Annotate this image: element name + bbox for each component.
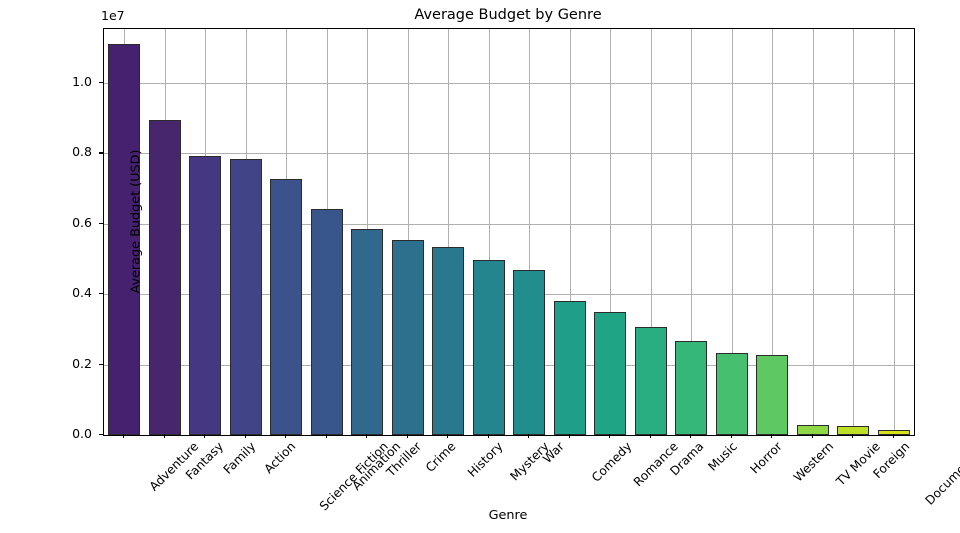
bar bbox=[756, 355, 789, 435]
bar bbox=[634, 326, 667, 435]
y-axis-tick-label: 0.4 bbox=[72, 285, 92, 301]
x-axis-tick-label: Action bbox=[261, 439, 299, 477]
x-axis-tick-mark bbox=[123, 434, 125, 438]
x-axis-tick-mark bbox=[811, 434, 813, 438]
y-axis-tick-label: 0.6 bbox=[72, 214, 92, 230]
x-axis-tick-label: History bbox=[465, 439, 506, 480]
gridline-vertical bbox=[853, 29, 855, 435]
y-axis-offset-label: 1e7 bbox=[101, 8, 125, 23]
gridline-vertical bbox=[731, 29, 733, 435]
gridline-vertical bbox=[650, 29, 652, 435]
bar bbox=[108, 43, 141, 435]
y-axis-tick-mark bbox=[99, 82, 103, 84]
x-axis-tick-mark bbox=[568, 434, 570, 438]
y-axis-tick-label: 1.0 bbox=[72, 74, 92, 90]
chart-title: Average Budget by Genre bbox=[414, 7, 602, 23]
x-axis-tick-label: Western bbox=[791, 439, 837, 485]
bar bbox=[675, 341, 708, 435]
bar bbox=[513, 269, 546, 435]
gridline-vertical bbox=[812, 29, 814, 435]
gridline-vertical bbox=[529, 29, 531, 435]
x-axis-tick-label: Comedy bbox=[588, 439, 635, 485]
bar bbox=[594, 311, 627, 435]
bar bbox=[310, 209, 343, 435]
x-axis-tick-mark bbox=[447, 434, 449, 438]
gridline-horizontal bbox=[104, 83, 914, 85]
x-axis-tick-mark bbox=[649, 434, 651, 438]
x-axis-tick-mark bbox=[892, 434, 894, 438]
y-axis-tick-label: 0.0 bbox=[72, 426, 92, 441]
y-axis-tick-label: 0.2 bbox=[72, 355, 92, 371]
bar bbox=[189, 156, 222, 435]
y-axis-tick-labels: 0.0 0.2 0.4 0.6 0.8 1.0 bbox=[46, 28, 92, 441]
gridline-horizontal bbox=[104, 153, 914, 155]
bar bbox=[391, 240, 424, 435]
x-axis-tick-label: Crime bbox=[422, 439, 459, 475]
x-axis-tick-label: Music bbox=[705, 439, 741, 474]
x-axis-tick-mark bbox=[690, 434, 692, 438]
y-axis-tick-mark bbox=[99, 222, 103, 225]
gridline-vertical bbox=[772, 29, 774, 435]
gridline-vertical bbox=[407, 29, 409, 435]
x-axis-tick-marks bbox=[103, 434, 913, 439]
x-axis-tick-label: Documentary bbox=[922, 439, 960, 508]
y-axis-title: Average Budget (USD) bbox=[128, 149, 144, 294]
gridline-vertical bbox=[893, 29, 895, 435]
bar bbox=[270, 179, 303, 435]
x-axis-tick-mark bbox=[204, 434, 206, 438]
bar bbox=[715, 353, 748, 435]
gridline-horizontal bbox=[104, 223, 914, 225]
gridline-vertical bbox=[488, 29, 490, 435]
x-axis-tick-mark bbox=[528, 434, 530, 438]
x-axis-tick-mark bbox=[487, 434, 489, 438]
gridline-vertical bbox=[569, 29, 571, 435]
x-axis-tick-mark bbox=[609, 434, 611, 438]
bar bbox=[351, 229, 384, 435]
x-axis-tick-mark bbox=[771, 434, 773, 438]
x-axis-tick-mark bbox=[244, 434, 246, 438]
y-axis-tick-label: 0.8 bbox=[72, 144, 92, 160]
x-axis-tick-mark bbox=[325, 434, 327, 438]
bar bbox=[229, 159, 262, 435]
bar bbox=[553, 301, 586, 435]
x-axis-tick-mark bbox=[285, 434, 287, 438]
x-axis-title: Genre bbox=[488, 508, 528, 523]
gridline-horizontal bbox=[104, 294, 914, 296]
x-axis-tick-mark bbox=[406, 434, 408, 438]
x-axis-tick-labels: Adventure Fantasy Family Action Science Fict… bbox=[103, 439, 960, 513]
x-axis-tick-mark bbox=[366, 434, 368, 438]
bar bbox=[148, 120, 181, 435]
y-axis-tick-mark bbox=[99, 293, 103, 295]
y-axis-tick-marks bbox=[99, 28, 104, 436]
y-axis-tick-mark bbox=[99, 152, 103, 154]
y-axis-tick-mark bbox=[99, 363, 103, 365]
gridline-horizontal bbox=[104, 364, 914, 366]
x-axis-tick-mark bbox=[730, 434, 732, 438]
x-axis-tick-label: TV Movie bbox=[833, 439, 883, 489]
gridline-vertical bbox=[691, 29, 693, 435]
x-axis-tick-mark bbox=[852, 434, 854, 438]
y-axis-tick-mark bbox=[99, 434, 103, 436]
x-axis-tick-mark bbox=[163, 434, 165, 438]
gridline-vertical bbox=[610, 29, 612, 435]
gridline-vertical bbox=[448, 29, 450, 435]
bar bbox=[432, 247, 465, 435]
x-axis-tick-label: Family bbox=[221, 439, 259, 477]
plot-inner bbox=[104, 29, 914, 435]
plot-area: Average Budget (USD) bbox=[103, 28, 915, 436]
x-axis-tick-label: Horror bbox=[747, 439, 785, 477]
bar bbox=[472, 260, 505, 435]
